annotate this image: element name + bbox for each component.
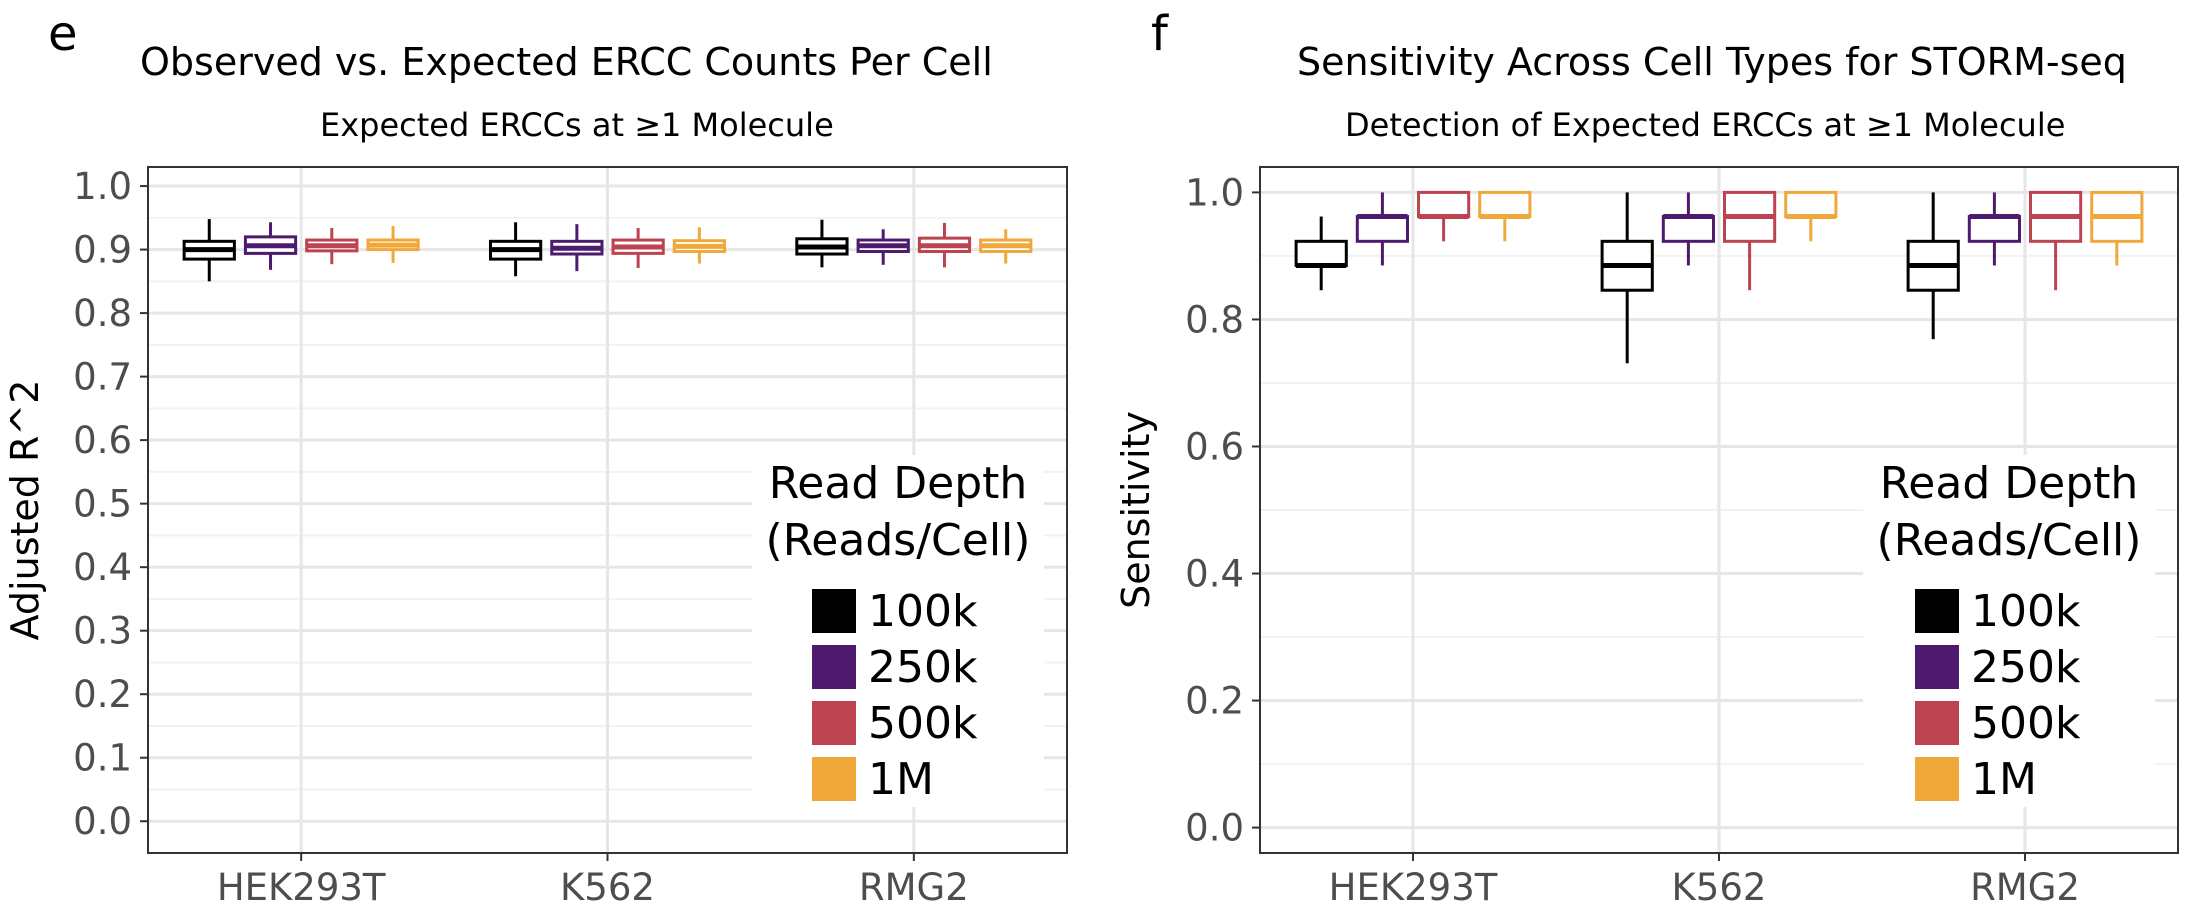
y-tick-label: 1.0 — [73, 165, 132, 208]
legend-label: 250k — [868, 641, 978, 693]
legend-item-1m: 1M — [812, 751, 1044, 807]
panel-e: e Observed vs. Expected ERCC Counts Per … — [3, 6, 1068, 904]
y-tick-label: 0.6 — [73, 419, 132, 462]
panel-f: f Sensitivity Across Cell Types for STOR… — [1103, 0, 2206, 904]
legend-key-250k — [812, 645, 856, 689]
box-250k-K562 — [550, 224, 604, 272]
box-1M-RMG2 — [979, 229, 1033, 264]
legend-item-500k: 500k — [812, 695, 1044, 751]
y-tick-label: 0.4 — [73, 546, 132, 589]
y-tick-label: 0.3 — [73, 610, 132, 653]
legend-label: 1M — [1971, 753, 2037, 805]
box-100k-HEK293T — [1294, 216, 1348, 291]
y-axis-label: Sensitivity — [1114, 411, 1158, 609]
box-iqr — [1967, 215, 2021, 243]
box-500k-K562 — [611, 227, 665, 268]
box-250k-RMG2 — [1967, 192, 2021, 266]
legend-title-line-1: Read Depth — [768, 458, 1028, 509]
x-tick-label: RMG2 — [859, 866, 969, 904]
legend-key-1m — [812, 757, 856, 801]
panel-letter: e — [48, 6, 78, 62]
legend-key-500k — [1915, 701, 1959, 745]
legend-title-line-1: Read Depth — [1879, 458, 2139, 509]
box-iqr — [1478, 190, 1532, 219]
y-tick-label: 0.8 — [73, 292, 132, 335]
legend-key-100k — [812, 589, 856, 633]
legend-label: 100k — [868, 585, 978, 637]
legend-title-line-2: (Reads/Cell) — [765, 515, 1031, 566]
legend-item-100k: 100k — [812, 583, 1044, 639]
x-tick-label: HEK293T — [1329, 866, 1498, 904]
legend-item-1m: 1M — [1915, 751, 2155, 807]
panel-letter: f — [1151, 6, 1168, 62]
legend-key-1m — [1915, 757, 1959, 801]
y-tick-label: 0.0 — [1185, 807, 1244, 850]
legend-item-250k: 250k — [1915, 639, 2155, 695]
box-iqr — [1355, 215, 1409, 243]
legend-item-500k: 500k — [1915, 695, 2155, 751]
box-250k-HEK293T — [1355, 192, 1409, 266]
legend-label: 500k — [868, 697, 978, 749]
box-1M-HEK293T — [366, 226, 420, 263]
y-tick-label: 0.4 — [1185, 553, 1244, 596]
legend-label: 100k — [1971, 585, 2081, 637]
box-250k-RMG2 — [856, 229, 910, 265]
y-tick-label: 0.2 — [1185, 680, 1244, 723]
box-1M-HEK293T — [1478, 190, 1532, 242]
legend-key-500k — [812, 701, 856, 745]
box-100k-RMG2 — [1906, 192, 1960, 340]
chart-subtitle: Expected ERCCs at ≥1 Molecule — [320, 106, 834, 144]
box-500k-RMG2 — [2029, 190, 2083, 291]
y-tick-label: 0.9 — [73, 229, 132, 272]
box-100k-RMG2 — [795, 219, 849, 268]
box-iqr — [1417, 190, 1471, 219]
box-iqr — [1294, 239, 1348, 267]
chart-title: Observed vs. Expected ERCC Counts Per Ce… — [140, 40, 993, 84]
legend-item-100k: 100k — [1915, 583, 2155, 639]
legend-label: 1M — [868, 753, 934, 805]
legend-key-250k — [1915, 645, 1959, 689]
y-tick-label: 0.8 — [1185, 298, 1244, 341]
legend: Read Depth (Reads/Cell) 100k 250k 500k 1… — [1863, 455, 2155, 807]
y-tick-label: 1.0 — [1185, 171, 1244, 214]
y-tick-label: 0.2 — [73, 673, 132, 716]
box-500k-HEK293T — [305, 227, 359, 265]
x-tick-label: HEK293T — [217, 866, 386, 904]
plot-border — [1259, 166, 2179, 854]
plot-border — [147, 166, 1068, 854]
legend-label: 500k — [1971, 697, 2081, 749]
box-100k-K562 — [488, 222, 543, 277]
legend-key-100k — [1915, 589, 1959, 633]
box-250k-K562 — [1661, 192, 1715, 266]
box-500k-RMG2 — [917, 222, 972, 268]
box-iqr — [1784, 190, 1838, 219]
chart-subtitle: Detection of Expected ERCCs at ≥1 Molecu… — [1345, 106, 2066, 144]
x-tick-label: RMG2 — [1970, 866, 2080, 904]
box-250k-HEK293T — [243, 222, 298, 270]
y-tick-label: 0.7 — [73, 356, 132, 399]
box-1M-RMG2 — [2090, 190, 2144, 266]
y-tick-label: 0.6 — [1185, 425, 1244, 468]
legend-label: 250k — [1971, 641, 2081, 693]
box-1M-K562 — [672, 227, 727, 264]
legend-item-250k: 250k — [812, 639, 1044, 695]
y-tick-label: 0.1 — [73, 737, 132, 780]
box-100k-K562 — [1600, 192, 1654, 364]
chart-title: Sensitivity Across Cell Types for STORM-… — [1297, 40, 2127, 84]
y-tick-label: 0.5 — [73, 483, 132, 526]
x-tick-label: K562 — [1672, 866, 1767, 904]
x-tick-label: K562 — [560, 866, 655, 904]
legend: Read Depth (Reads/Cell) 100k 250k 500k 1… — [752, 455, 1044, 807]
box-500k-HEK293T — [1417, 190, 1471, 242]
box-1M-K562 — [1784, 190, 1838, 242]
box-iqr — [1661, 215, 1715, 243]
y-axis-label: Adjusted R^2 — [3, 380, 47, 641]
legend-title-line-2: (Reads/Cell) — [1876, 515, 2142, 566]
box-100k-HEK293T — [182, 219, 236, 282]
y-tick-label: 0.0 — [73, 800, 132, 843]
box-500k-K562 — [1723, 190, 1777, 291]
